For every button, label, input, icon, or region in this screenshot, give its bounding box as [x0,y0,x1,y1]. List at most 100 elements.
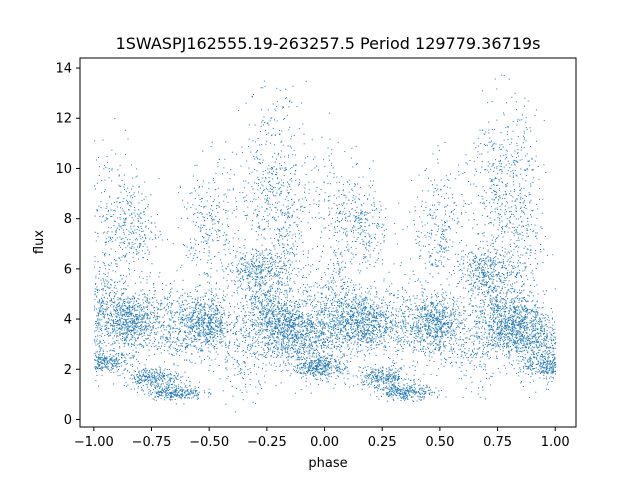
data-point [200,197,202,199]
data-point [252,342,254,344]
data-point [107,322,109,324]
data-point [179,186,181,188]
data-point [149,326,151,328]
data-point [177,351,179,353]
data-point [153,376,155,378]
data-point [226,328,228,330]
data-point [223,200,225,202]
data-point [216,237,218,239]
data-point [160,330,162,332]
data-point [251,253,253,255]
data-point [96,182,98,184]
data-point [259,131,261,133]
data-point [147,206,149,208]
data-point [174,393,176,395]
data-point [218,206,220,208]
data-point [255,156,257,158]
data-point [180,318,182,320]
data-point [178,331,180,333]
data-point [115,358,117,360]
data-point [236,339,238,341]
data-point [143,374,145,376]
data-point [195,306,197,308]
data-point [277,337,279,339]
data-point [153,399,155,401]
data-point [194,305,196,307]
data-point [153,375,155,377]
data-point [205,339,207,341]
data-point [156,382,158,384]
data-point [230,330,232,332]
data-point [170,393,172,395]
data-point [229,241,231,243]
data-point [203,207,205,209]
data-point [224,193,226,195]
data-point [268,349,270,351]
data-point [138,186,140,188]
data-point [238,363,240,365]
data-point [147,326,149,328]
data-point [169,388,171,390]
data-point [126,337,128,339]
data-point [265,282,267,284]
data-point [113,365,115,367]
data-point [239,345,241,347]
data-point [134,215,136,217]
data-point [186,208,188,210]
data-point [170,304,172,306]
data-point [130,196,132,198]
data-point [115,287,117,289]
data-point [98,301,100,303]
data-point [254,182,256,184]
data-point [105,238,107,240]
data-point [110,371,112,373]
data-point [104,303,106,305]
data-point [106,308,108,310]
data-point [107,332,109,334]
data-point [168,380,170,382]
data-point [206,234,208,236]
data-point [104,290,106,292]
data-point [102,358,104,360]
data-point [134,282,136,284]
data-point [125,217,127,219]
data-point [124,343,126,345]
data-point [214,314,216,316]
data-point [107,287,109,289]
data-point [219,342,221,344]
data-point [157,373,159,375]
data-point [141,380,143,382]
data-point [99,273,101,275]
data-point [122,292,124,294]
data-point [99,329,101,331]
data-point [245,295,247,297]
data-point [97,351,99,353]
data-point [261,192,263,194]
data-point [235,334,237,336]
data-point [263,189,265,191]
data-point [138,306,140,308]
data-point [127,328,129,330]
data-point [243,180,245,182]
data-point [172,342,174,344]
data-point [196,179,198,181]
data-point [186,318,188,320]
data-point [165,390,167,392]
data-point [270,249,272,251]
data-point [203,251,205,253]
data-point [147,386,148,388]
data-point [283,265,285,267]
data-point [167,311,169,313]
data-point [120,259,122,261]
data-point [146,297,148,299]
data-point [131,374,133,376]
data-point [107,360,109,362]
data-point [100,361,102,363]
data-point [144,313,146,315]
data-point [145,338,147,340]
data-point [205,333,207,335]
data-point [115,231,117,233]
data-point [123,310,125,312]
data-point [132,185,134,187]
data-point [254,336,256,338]
